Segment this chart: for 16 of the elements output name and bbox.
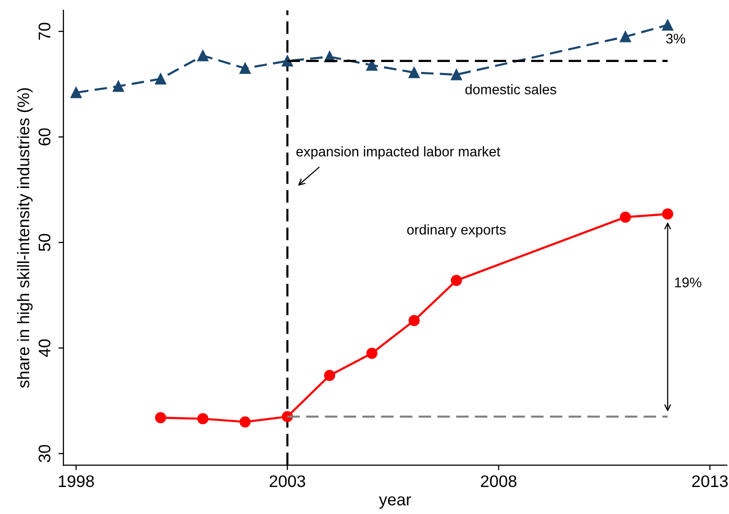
series-label: domestic sales <box>465 84 556 94</box>
x-tick-label: 2003 <box>270 475 306 488</box>
annotation: expansion impacted labor market <box>296 146 500 160</box>
x-tick-label: 1998 <box>58 475 94 488</box>
y-tick-label: 30 <box>38 444 50 462</box>
series-label: ordinary exports <box>407 224 506 238</box>
y-tick-label: 40 <box>38 339 50 357</box>
annotation: 19% <box>675 278 702 288</box>
y-axis-title: share in high skill-intensity industries (%) <box>17 88 33 388</box>
x-tick-label: 2008 <box>480 475 516 488</box>
x-axis-title: year <box>378 496 412 509</box>
y-tick-label: 60 <box>38 128 50 146</box>
y-tick-label: 50 <box>38 234 50 252</box>
annotation: 3% <box>666 34 686 44</box>
y-tick-label: 70 <box>38 22 50 40</box>
x-tick-label: 2013 <box>692 475 728 488</box>
